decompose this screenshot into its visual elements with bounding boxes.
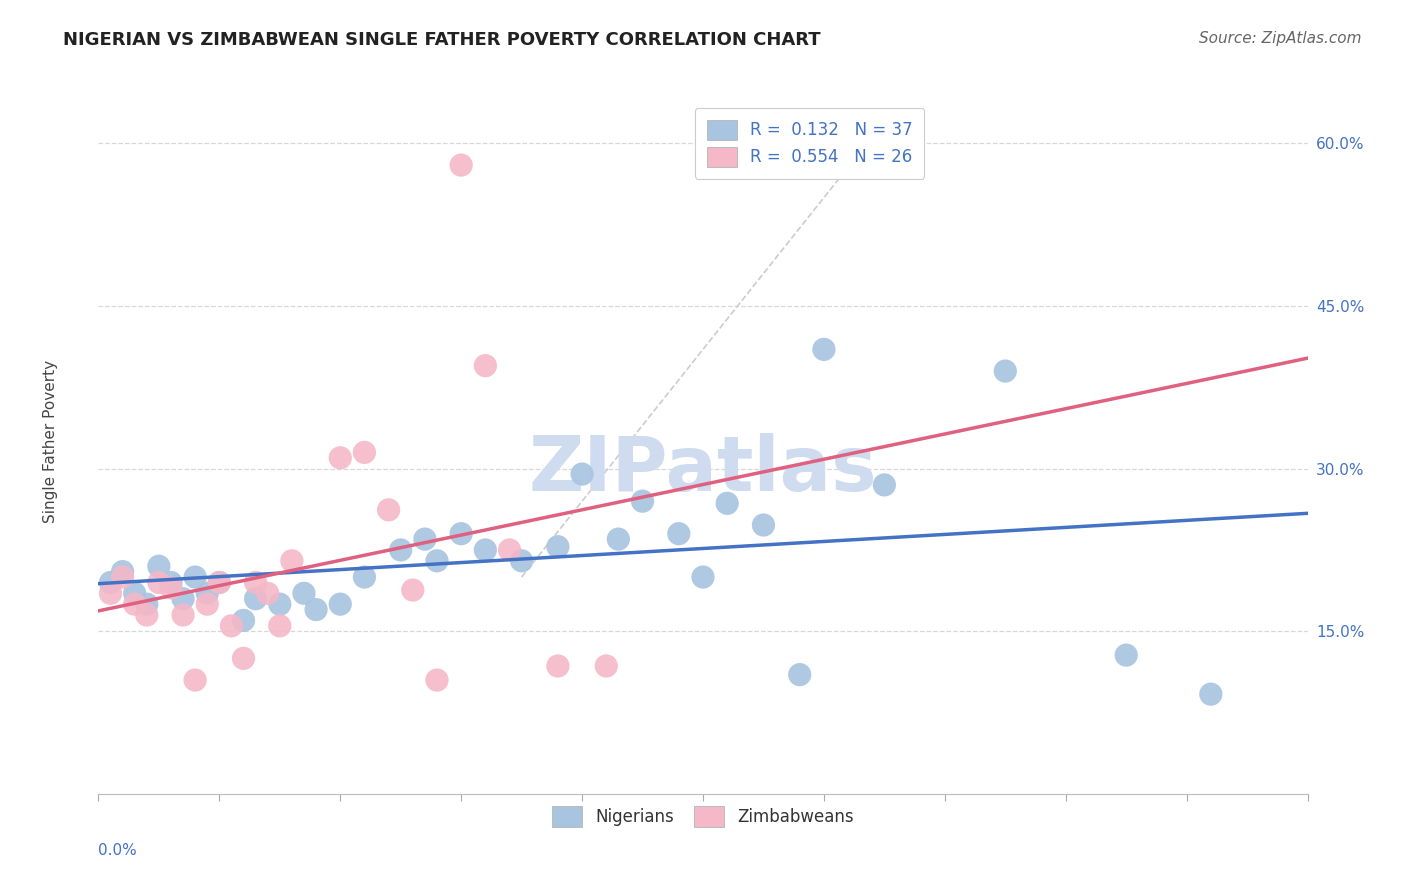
Point xyxy=(208,575,231,590)
Point xyxy=(1115,648,1137,662)
Point xyxy=(450,526,472,541)
Point xyxy=(100,586,122,600)
Text: Source: ZipAtlas.com: Source: ZipAtlas.com xyxy=(1198,31,1361,46)
Point xyxy=(510,554,533,568)
Point xyxy=(305,602,328,616)
Point xyxy=(160,581,183,595)
Point xyxy=(631,494,654,508)
Point xyxy=(329,597,352,611)
Point xyxy=(269,619,291,633)
Point xyxy=(208,575,231,590)
Point xyxy=(353,570,375,584)
Point xyxy=(124,586,146,600)
Point xyxy=(450,158,472,172)
Point xyxy=(160,575,183,590)
Point xyxy=(148,559,170,574)
Point xyxy=(195,597,218,611)
Text: ZIPatlas: ZIPatlas xyxy=(529,433,877,507)
Point xyxy=(607,532,630,546)
Point xyxy=(994,364,1017,378)
Point xyxy=(813,343,835,357)
Point xyxy=(195,586,218,600)
Point xyxy=(184,570,207,584)
Point xyxy=(389,543,412,558)
Point xyxy=(245,575,267,590)
Point xyxy=(221,619,243,633)
Point xyxy=(402,583,425,598)
Point xyxy=(172,607,194,622)
Point xyxy=(1199,687,1222,701)
Point xyxy=(426,554,449,568)
Point xyxy=(281,554,304,568)
Point xyxy=(184,673,207,687)
Point xyxy=(148,575,170,590)
Point xyxy=(474,543,496,558)
Point xyxy=(498,543,520,558)
Point xyxy=(353,445,375,459)
Point xyxy=(413,532,436,546)
Point xyxy=(329,450,352,465)
Point xyxy=(873,478,896,492)
Point xyxy=(292,586,315,600)
Text: Single Father Poverty: Single Father Poverty xyxy=(42,360,58,523)
Point xyxy=(426,673,449,687)
Point xyxy=(789,667,811,681)
Point xyxy=(135,607,157,622)
Point xyxy=(232,614,254,628)
Text: NIGERIAN VS ZIMBABWEAN SINGLE FATHER POVERTY CORRELATION CHART: NIGERIAN VS ZIMBABWEAN SINGLE FATHER POV… xyxy=(63,31,821,49)
Point xyxy=(111,565,134,579)
Point xyxy=(547,540,569,554)
Point xyxy=(100,575,122,590)
Point xyxy=(377,503,399,517)
Point xyxy=(245,591,267,606)
Point xyxy=(716,496,738,510)
Legend: Nigerians, Zimbabweans: Nigerians, Zimbabweans xyxy=(540,795,866,838)
Point xyxy=(111,570,134,584)
Point xyxy=(474,359,496,373)
Point xyxy=(172,591,194,606)
Point xyxy=(135,597,157,611)
Point xyxy=(124,597,146,611)
Point xyxy=(232,651,254,665)
Point xyxy=(547,659,569,673)
Point xyxy=(692,570,714,584)
Point xyxy=(752,518,775,533)
Text: 0.0%: 0.0% xyxy=(98,843,138,858)
Point xyxy=(595,659,617,673)
Point xyxy=(668,526,690,541)
Point xyxy=(256,586,278,600)
Point xyxy=(571,467,593,481)
Point xyxy=(269,597,291,611)
